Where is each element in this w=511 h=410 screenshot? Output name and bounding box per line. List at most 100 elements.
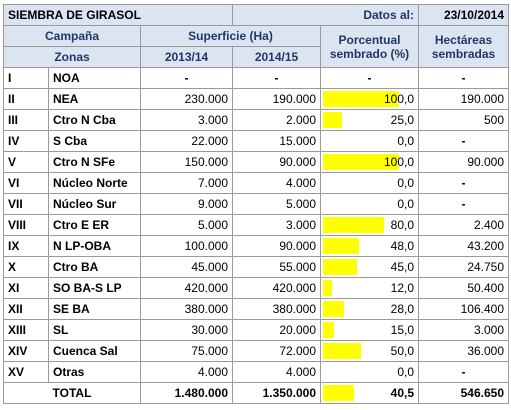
header-row: Campaña Superficie (Ha) Porcentual sembr… (3, 25, 510, 68)
data-bar (323, 301, 345, 317)
zone-number: VI (3, 172, 49, 194)
percent-value: 28,0 (390, 302, 415, 316)
surface-2014: 4.000 (232, 172, 322, 194)
data-bar (323, 322, 335, 338)
zone-name: Cuenca Sal (48, 340, 141, 362)
percent-cell: 15,0 (320, 319, 420, 341)
hectares: - (418, 67, 510, 89)
hectares: - (418, 361, 510, 383)
data-bar (323, 154, 400, 170)
data-bar (323, 217, 384, 233)
surface-header: Superficie (Ha) (139, 25, 322, 47)
surface-2013: 4.000 (139, 361, 234, 383)
percent-cell: 0,0 (320, 193, 420, 215)
percent-cell: 0,0 (320, 130, 420, 152)
surface-2013: 3.000 (139, 109, 234, 131)
surface-2014: 90.000 (232, 235, 322, 257)
surface-2013: 30.000 (139, 319, 234, 341)
percent-value: 100,0 (383, 92, 415, 106)
surface-2013: 7.000 (139, 172, 234, 194)
row: XI SO BA-S LP 420.000 420.000 12,0 50.400 (3, 277, 510, 299)
data-bar (323, 385, 354, 401)
surface-2014: 90.000 (232, 151, 322, 173)
hectares: 2.400 (418, 214, 510, 236)
data-bar (323, 91, 400, 107)
percent-value: 50,0 (390, 344, 415, 358)
zone-number: XIV (3, 340, 49, 362)
total-2014: 1.350.000 (232, 382, 322, 404)
total-hectares: 546.650 (418, 382, 510, 404)
zone-name: Ctro BA (48, 256, 141, 278)
surface-2013: 420.000 (139, 277, 234, 299)
zone-name: Ctro E ER (48, 214, 141, 236)
row: VIII Ctro E ER 5.000 3.000 80,0 2.400 (3, 214, 510, 236)
hectares: 500 (418, 109, 510, 131)
hectares: 43.200 (418, 235, 510, 257)
hectares: - (418, 193, 510, 215)
percent-header: Porcentual sembrado (%) (320, 25, 420, 68)
zone-number: I (3, 67, 49, 89)
surface-2013: 380.000 (139, 298, 234, 320)
percent-cell: 80,0 (320, 214, 420, 236)
percent-cell: 25,0 (320, 109, 420, 131)
percent-cell: 12,0 (320, 277, 420, 299)
hectares: 24.750 (418, 256, 510, 278)
zone-name: SO BA-S LP (48, 277, 141, 299)
zone-name: NEA (48, 88, 141, 110)
total-2013: 1.480.000 (139, 382, 234, 404)
percent-cell: 28,0 (320, 298, 420, 320)
zone-number: IV (3, 130, 49, 152)
table: SIEMBRA DE GIRASOL Datos al: 23/10/2014 … (2, 4, 510, 404)
hectares: - (418, 172, 510, 194)
zone-number: XIII (3, 319, 49, 341)
data-bar (323, 280, 333, 296)
hectares: 36.000 (418, 340, 510, 362)
zone-name: SL (48, 319, 141, 341)
zone-number: II (3, 88, 49, 110)
hectares: 90.000 (418, 151, 510, 173)
surface-2013: 230.000 (139, 88, 234, 110)
year-header: 2014/15 (232, 46, 322, 68)
zone-name: Ctro N SFe (48, 151, 141, 173)
data-bar (323, 259, 358, 275)
surface-2013: 9.000 (139, 193, 234, 215)
row: X Ctro BA 45.000 55.000 45,0 24.750 (3, 256, 510, 278)
date-label: Datos al: (232, 4, 420, 26)
zone-number: X (3, 256, 49, 278)
percent-cell: 40,5 (320, 382, 420, 404)
percent-value: 48,0 (390, 239, 415, 253)
row: XV Otras 4.000 4.000 0,0- (3, 361, 510, 383)
hectares: 106.400 (418, 298, 510, 320)
row: IV S Cba 22.000 15.000 0,0- (3, 130, 510, 152)
zone-name: Núcleo Norte (48, 172, 141, 194)
row: VI Núcleo Norte 7.000 4.000 0,0- (3, 172, 510, 194)
percent-value: 0,0 (397, 197, 415, 211)
total-label: TOTAL (3, 382, 141, 404)
percent-value: 0,0 (397, 365, 415, 379)
percent-value: - (367, 71, 372, 85)
surface-2013: 5.000 (139, 214, 234, 236)
row: XIII SL 30.000 20.000 15,0 3.000 (3, 319, 510, 341)
hectares-header: Hectáreas sembradas (418, 25, 510, 68)
percent-value: 0,0 (397, 134, 415, 148)
row: XIV Cuenca Sal 75.000 72.000 50,0 36.000 (3, 340, 510, 362)
surface-2014: 190.000 (232, 88, 322, 110)
data-bar (323, 112, 343, 128)
title: SIEMBRA DE GIRASOL (2, 4, 234, 26)
total-row: TOTAL 1.480.000 1.350.000 40,5 546.650 (3, 382, 510, 404)
surface-2014: 420.000 (232, 277, 322, 299)
percent-value: 45,0 (390, 260, 415, 274)
percent-cell: - (320, 67, 420, 89)
surface-2014: - (232, 67, 322, 89)
hectares: - (418, 130, 510, 152)
row: II NEA 230.000 190.000 100,0 190.000 (3, 88, 510, 110)
surface-2014: 2.000 (232, 109, 322, 131)
percent-cell: 100,0 (320, 151, 420, 173)
surface-2014: 15.000 (232, 130, 322, 152)
percent-value: 25,0 (390, 113, 415, 127)
surface-2013: 150.000 (139, 151, 234, 173)
percent-value: 12,0 (390, 281, 415, 295)
percent-value: 100,0 (383, 155, 415, 169)
zone-name: N LP-OBA (48, 235, 141, 257)
